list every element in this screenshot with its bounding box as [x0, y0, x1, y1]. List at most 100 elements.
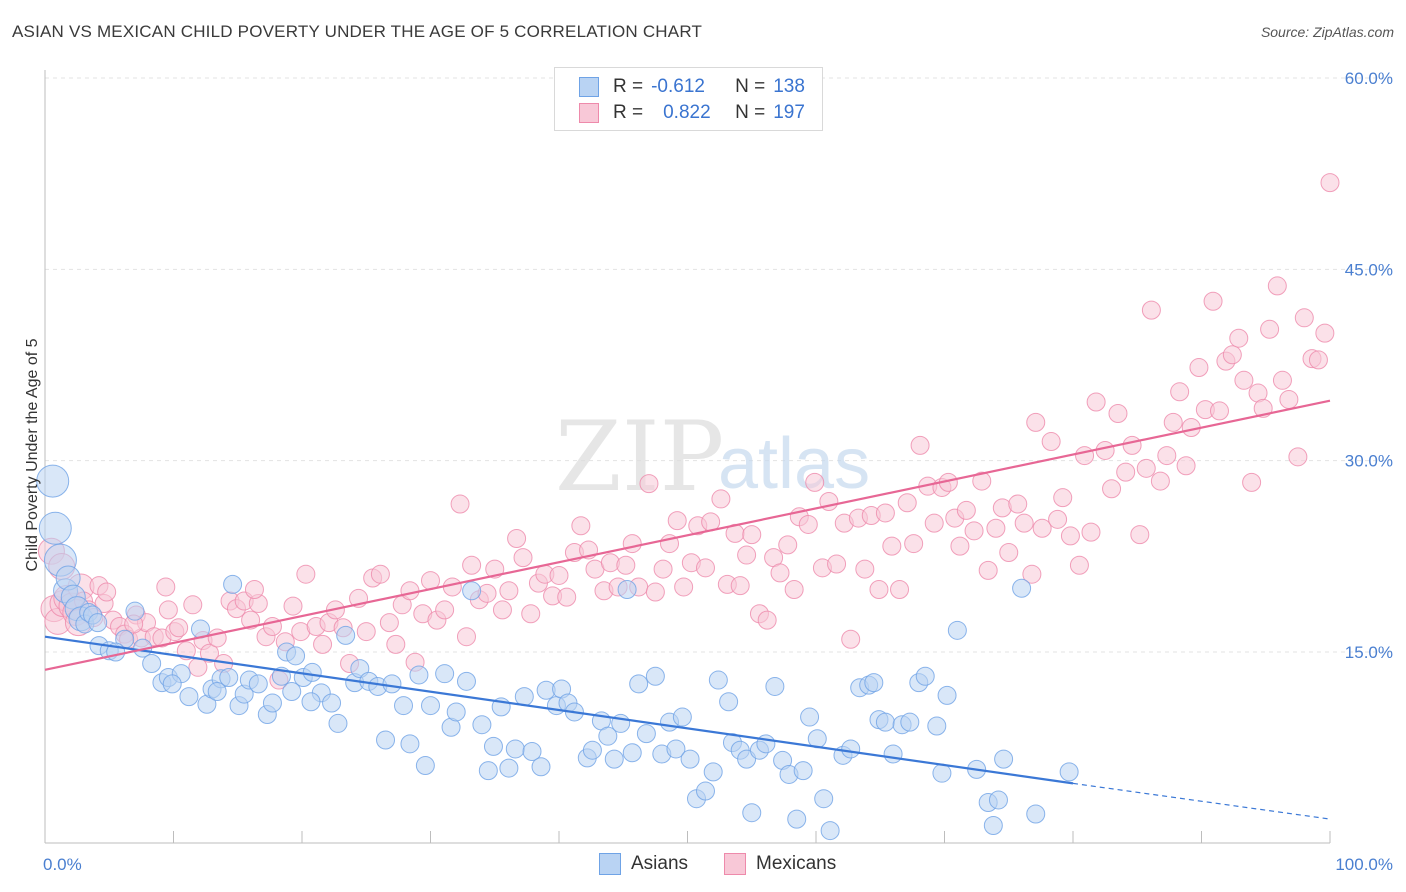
asian-point [900, 712, 920, 732]
mexican-point [450, 494, 470, 514]
mexican-point [1222, 345, 1242, 365]
legend-r-value: 0.822 [663, 102, 711, 123]
mexican-point [1209, 401, 1229, 421]
mexican-point [400, 581, 420, 601]
y-tick-label: 15.0% [1345, 643, 1393, 662]
mexican-point [1108, 403, 1128, 423]
legend-r-label: R = [613, 76, 644, 97]
mexican-point [1279, 389, 1299, 409]
chart-title: ASIAN VS MEXICAN CHILD POVERTY UNDER THE… [12, 22, 703, 41]
bottom-legend-label-mexicans: Mexicans [756, 853, 837, 874]
watermark: ZIP atlas [555, 401, 870, 513]
asian-trend-line [44, 635, 1074, 785]
asian-point [248, 674, 268, 694]
mexican-point [183, 595, 203, 615]
asian-point [645, 666, 665, 686]
mexican-point [571, 516, 591, 536]
asian-point [302, 662, 322, 682]
mexican-point [1272, 370, 1292, 390]
mexican-point [1026, 412, 1046, 432]
asian-point [409, 665, 429, 685]
mexican-point [435, 600, 455, 620]
asian-point [505, 739, 525, 759]
asian-point [765, 676, 785, 696]
asian-point [262, 693, 282, 713]
legend-n-label: N = [735, 102, 766, 123]
y-tick-label: 30.0% [1345, 452, 1393, 471]
asian-point [400, 734, 420, 754]
asian-point [820, 821, 840, 841]
asian-point [915, 666, 935, 686]
watermark-zip: ZIP [555, 401, 724, 513]
mexican-point [972, 471, 992, 491]
mexican-point [986, 518, 1006, 538]
mexican-point [890, 579, 910, 599]
mexican-point [499, 581, 519, 601]
asian-point [328, 713, 348, 733]
mexican-point [645, 582, 665, 602]
asian-point [680, 749, 700, 769]
asian-point [456, 671, 476, 691]
y-tick-label: 60.0% [1345, 69, 1393, 88]
asian-point [937, 685, 957, 705]
mexican-point [757, 610, 777, 630]
mexican-point [97, 582, 117, 602]
asian-point [622, 743, 642, 763]
mexican-point [1170, 382, 1190, 402]
asian-point [617, 579, 637, 599]
legend-n-value: 138 [773, 76, 805, 97]
asian-point [841, 739, 861, 759]
bottom-legend-asians[interactable]: Asians [599, 852, 688, 876]
asian-point [142, 653, 162, 673]
asian-point [282, 682, 302, 702]
asian-point [666, 739, 686, 759]
mexican-point [1203, 291, 1223, 311]
mexican-point [1102, 479, 1122, 499]
bottom-legend-mexicans[interactable]: Mexicans [724, 852, 836, 876]
asian-point [446, 702, 466, 722]
mexican-point [1075, 446, 1095, 466]
asian-point [38, 511, 72, 545]
mexican-point [653, 559, 673, 579]
mexican-point [999, 543, 1019, 563]
asian-point [742, 803, 762, 823]
mexican-point [1032, 518, 1052, 538]
asian-point [800, 707, 820, 727]
asian-point [88, 613, 108, 633]
x-tick-label: 0.0% [43, 855, 82, 874]
asian-point [1012, 578, 1032, 598]
mexican-point [370, 564, 390, 584]
mexican-point [1116, 462, 1136, 482]
mexican-point [730, 576, 750, 596]
mexican-point [897, 493, 917, 513]
mexican-point [1086, 392, 1106, 412]
mexican-point [1189, 358, 1209, 378]
mexican-point [798, 514, 818, 534]
asian-point [598, 726, 618, 746]
mexican-point [199, 643, 219, 663]
mexican-point [1081, 522, 1101, 542]
asian-points [36, 464, 1079, 841]
correlation-legend: R = -0.612 N = 138 R = 0.822 N = 197 [554, 67, 823, 131]
asian-point [483, 736, 503, 756]
asian-point [875, 712, 895, 732]
mexican-point [1069, 555, 1089, 575]
asian-point [219, 668, 239, 688]
asian-point [988, 790, 1008, 810]
asian-point [927, 716, 947, 736]
asian-point [462, 581, 482, 601]
mexican-points [37, 173, 1340, 690]
mexican-point [356, 622, 376, 642]
mexican-point [462, 555, 482, 575]
mexican-point [616, 555, 636, 575]
mexican-point [1150, 471, 1170, 491]
asian-point [223, 574, 243, 594]
mexican-point [1022, 564, 1042, 584]
legend-r-value: -0.612 [651, 76, 705, 97]
mexican-point [1294, 308, 1314, 328]
mexican-point [855, 559, 875, 579]
mexican-point [882, 536, 902, 556]
asian-point [301, 692, 321, 712]
asian-point [179, 687, 199, 707]
asian-point [864, 673, 884, 693]
